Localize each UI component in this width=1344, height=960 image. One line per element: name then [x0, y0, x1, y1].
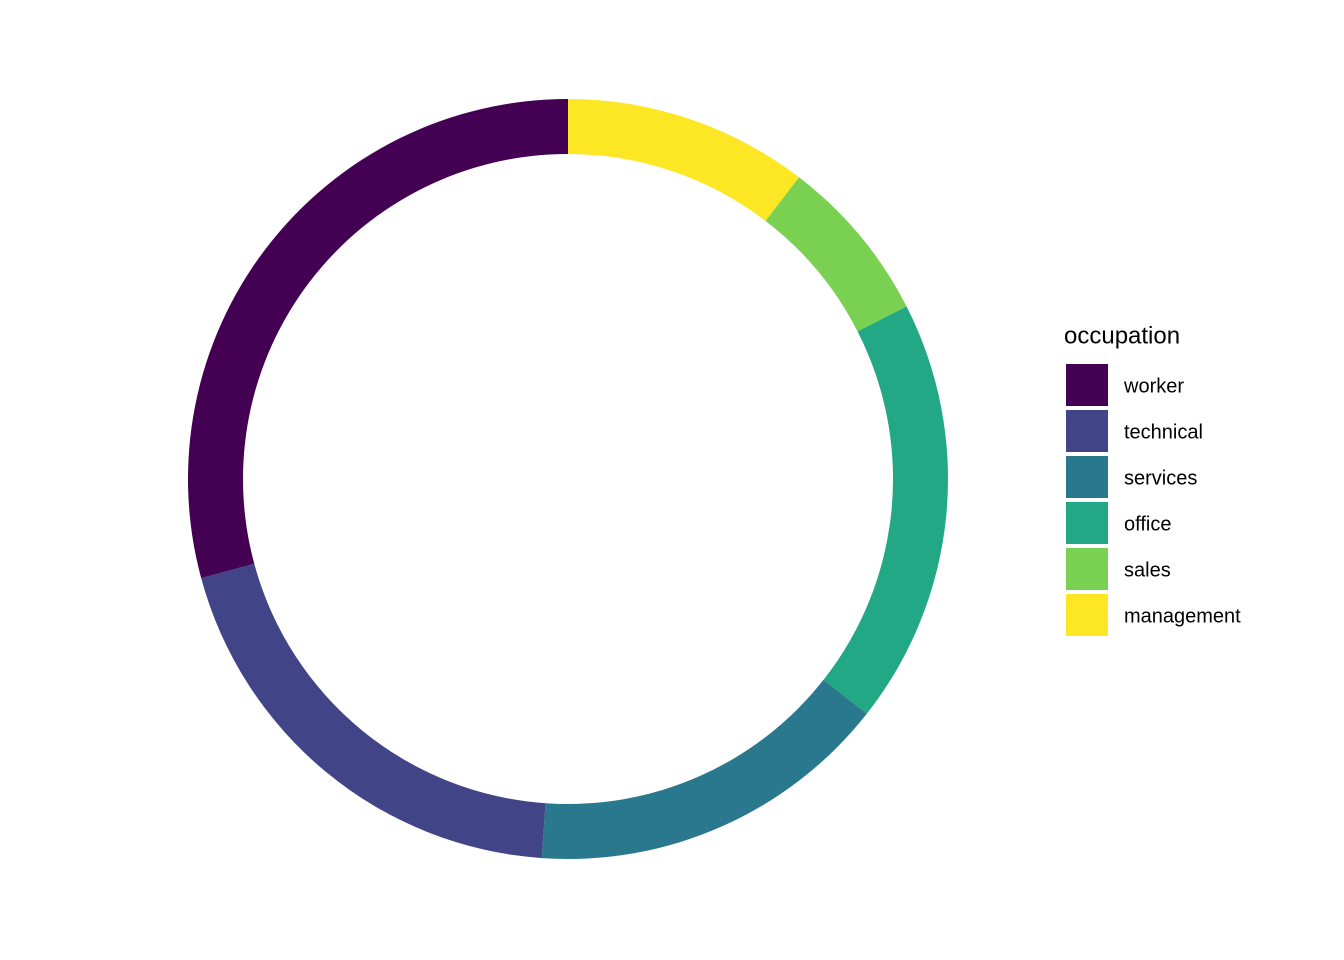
donut-segment [568, 99, 800, 221]
donut-segment [188, 99, 568, 579]
donut-segment [541, 679, 867, 860]
donut-segment [823, 306, 949, 714]
legend-label: technical [1124, 421, 1203, 443]
legend-label: services [1124, 467, 1197, 489]
legend-label: worker [1123, 375, 1184, 397]
donut-segment [201, 563, 546, 859]
legend-key [1066, 364, 1108, 406]
legend-label: management [1124, 605, 1241, 627]
legend-key [1066, 456, 1108, 498]
legend-title: occupation [1064, 322, 1180, 349]
legend-key [1066, 548, 1108, 590]
legend-key [1066, 502, 1108, 544]
donut-segment [765, 177, 907, 332]
legend-label: sales [1124, 559, 1171, 581]
legend-key [1066, 594, 1108, 636]
legend-label: office [1124, 513, 1171, 535]
legend-key [1066, 410, 1108, 452]
